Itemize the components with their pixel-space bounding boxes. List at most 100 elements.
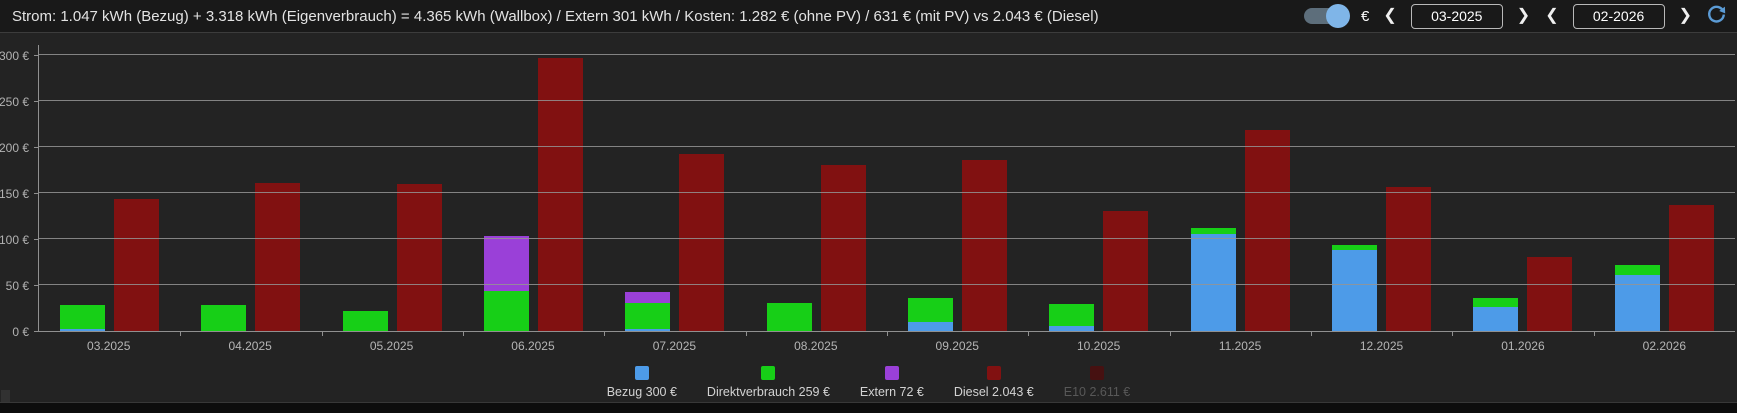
x-tick-label: 11.2025: [1218, 339, 1262, 353]
bar-diesel[interactable]: [1386, 186, 1432, 331]
bar-segment-direktverbrauch[interactable]: [1473, 297, 1519, 308]
bar-diesel[interactable]: [396, 183, 442, 331]
to-date-next-button[interactable]: ❯: [1678, 7, 1692, 24]
plot-area: [38, 45, 1735, 336]
legend-item-e10[interactable]: E10 2.611 €: [1064, 366, 1130, 399]
bar-segment-direktverbrauch[interactable]: [60, 305, 106, 330]
bar-segment-direktverbrauch[interactable]: [1049, 304, 1095, 327]
strom-stacked-bar[interactable]: [60, 305, 106, 331]
gridline: [39, 146, 1735, 147]
strom-stacked-bar[interactable]: [1473, 297, 1519, 331]
strom-stacked-bar[interactable]: [1614, 264, 1660, 331]
bar-group-06.2025: [463, 45, 604, 331]
legend-swatch-icon: [1090, 366, 1105, 380]
bar-diesel[interactable]: [255, 182, 301, 331]
bottom-strip: [0, 402, 1737, 413]
bar-segment-bezug[interactable]: [1049, 326, 1095, 331]
bar-diesel[interactable]: [538, 57, 584, 331]
to-date-prev-button[interactable]: ❮: [1545, 7, 1559, 24]
bar-diesel[interactable]: [1103, 211, 1149, 331]
bar-segment-extern[interactable]: [484, 236, 530, 292]
gridline: [39, 192, 1735, 193]
bar-segment-direktverbrauch[interactable]: [908, 297, 954, 322]
gridline: [39, 54, 1735, 55]
from-date-prev-button[interactable]: ❮: [1383, 7, 1397, 24]
y-tick-mark: [34, 147, 38, 148]
legend-item-direktverbrauch[interactable]: Direktverbrauch 259 €: [707, 366, 830, 399]
bar-group-12.2025: [1311, 45, 1452, 331]
bar-segment-direktverbrauch[interactable]: [1190, 228, 1236, 234]
scrollbar-nub[interactable]: [1, 390, 10, 402]
currency-label: €: [1361, 7, 1370, 25]
y-tick-label: 250 €: [0, 95, 29, 109]
to-date-input[interactable]: 02-2026: [1572, 3, 1665, 29]
x-tick-mark: [887, 331, 888, 336]
bar-segment-direktverbrauch[interactable]: [201, 305, 247, 331]
legend-swatch-icon: [634, 366, 649, 380]
bar-segment-direktverbrauch[interactable]: [625, 303, 671, 330]
bar-diesel[interactable]: [1527, 257, 1573, 331]
strom-stacked-bar[interactable]: [201, 305, 247, 331]
bar-segment-bezug[interactable]: [60, 329, 106, 331]
y-tick-mark: [34, 331, 38, 332]
bar-group-09.2025: [887, 45, 1028, 331]
strom-stacked-bar[interactable]: [908, 297, 954, 331]
bar-diesel[interactable]: [114, 198, 160, 331]
legend-swatch-icon: [986, 366, 1001, 380]
y-tick-mark: [34, 193, 38, 194]
bar-segment-direktverbrauch[interactable]: [1614, 264, 1660, 275]
bar-diesel[interactable]: [962, 159, 1008, 331]
legend-swatch-icon: [884, 366, 899, 380]
bar-diesel[interactable]: [679, 154, 725, 331]
bar-segment-bezug[interactable]: [1332, 250, 1378, 331]
legend-item-bezug[interactable]: Bezug 300 €: [607, 366, 677, 399]
y-tick-mark: [34, 55, 38, 56]
legend-label: Direktverbrauch 259 €: [706, 385, 830, 399]
bar-segment-extern[interactable]: [625, 292, 671, 304]
bar-segment-direktverbrauch[interactable]: [766, 303, 812, 331]
bar-segment-direktverbrauch[interactable]: [342, 310, 388, 331]
strom-stacked-bar[interactable]: [766, 303, 812, 331]
bar-group-05.2025: [322, 45, 463, 331]
x-tick-mark: [1593, 331, 1595, 336]
from-date-input[interactable]: 03-2025: [1410, 3, 1503, 29]
y-tick-label: 0 €: [12, 325, 29, 339]
legend-item-extern[interactable]: Extern 72 €: [860, 366, 924, 399]
refresh-button[interactable]: [1706, 4, 1727, 28]
strom-stacked-bar[interactable]: [484, 236, 530, 331]
bar-segment-bezug[interactable]: [1190, 233, 1236, 331]
bar-group-08.2025: [746, 45, 887, 331]
x-tick-label: 03.2025: [87, 339, 131, 353]
strom-stacked-bar[interactable]: [1190, 228, 1236, 331]
strom-stacked-bar[interactable]: [342, 310, 388, 331]
strom-stacked-bar[interactable]: [1332, 245, 1378, 331]
x-tick-label: 01.2026: [1501, 339, 1545, 353]
legend-swatch-icon: [761, 366, 776, 380]
bar-segment-direktverbrauch[interactable]: [484, 291, 530, 331]
bar-segment-bezug[interactable]: [625, 329, 671, 331]
x-tick-mark: [1311, 331, 1312, 336]
y-tick-mark: [34, 285, 38, 286]
currency-toggle[interactable]: [1304, 4, 1351, 28]
legend-item-diesel[interactable]: Diesel 2.043 €: [954, 366, 1034, 399]
x-tick-mark: [180, 331, 182, 336]
strom-stacked-bar[interactable]: [625, 292, 671, 331]
bar-group-07.2025: [604, 45, 745, 331]
bar-group-03.2025: [39, 45, 180, 331]
header-controls: € ❮ 03-2025 ❯ ❮ 02-2026 ❯: [1304, 3, 1727, 29]
bar-segment-bezug[interactable]: [1473, 307, 1519, 331]
from-date-next-button[interactable]: ❯: [1516, 7, 1531, 24]
bar-diesel[interactable]: [1668, 205, 1714, 331]
y-tick-label: 50 €: [5, 279, 29, 293]
y-tick-label: 300 €: [0, 49, 29, 63]
bar-group-02.2026: [1594, 45, 1735, 331]
bar-segment-direktverbrauch[interactable]: [1332, 245, 1378, 250]
bar-diesel[interactable]: [820, 165, 866, 331]
gridline: [39, 238, 1735, 239]
y-tick-mark: [34, 101, 38, 102]
bar-group-10.2025: [1028, 45, 1169, 331]
strom-stacked-bar[interactable]: [1049, 304, 1095, 331]
bar-diesel[interactable]: [1244, 129, 1290, 331]
bar-segment-bezug[interactable]: [908, 321, 954, 331]
